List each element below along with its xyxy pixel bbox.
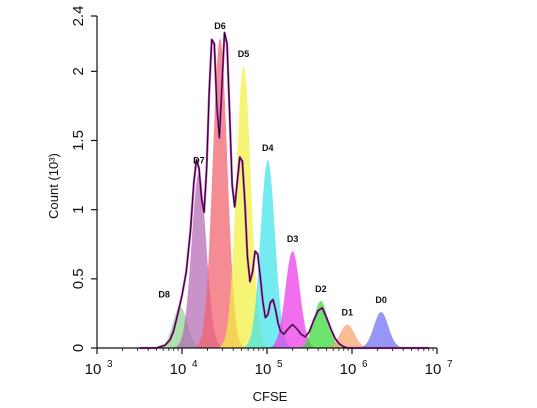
- x-tick-exponent: 5: [277, 359, 283, 370]
- peak-labels: D8 D7 D6 D5 D4 D3 D2 D1 D0: [158, 21, 387, 317]
- x-tick-exponent: 6: [362, 359, 368, 370]
- y-tick-label: 2.4: [70, 6, 87, 27]
- y-tick-label: 0.5: [70, 268, 87, 289]
- peak-label-d2: D2: [315, 284, 327, 294]
- y-tick-label: 0: [70, 344, 87, 352]
- x-tick-label: 10: [170, 361, 187, 378]
- peak-label-d1: D1: [342, 307, 354, 317]
- peak-label-d4: D4: [262, 143, 274, 153]
- peak-label-d6: D6: [214, 21, 226, 31]
- axes: 0 0.5 1 1.5 2 2.4 10 3 10 4 10 5 10 6 10 7: [70, 6, 453, 378]
- y-tick-label: 1: [70, 205, 87, 213]
- y-axis-title: Count (10³): [46, 153, 61, 219]
- x-tick-label: 10: [425, 361, 442, 378]
- peak-label-d7: D7: [193, 155, 205, 165]
- peak-d1: [318, 324, 377, 348]
- x-tick-exponent: 7: [447, 359, 453, 370]
- x-tick-label: 10: [340, 361, 357, 378]
- x-tick-label: 10: [85, 361, 102, 378]
- y-tick-label: 1.5: [70, 130, 87, 151]
- x-tick-label: 10: [255, 361, 272, 378]
- x-tick-exponent: 4: [192, 359, 198, 370]
- peak-d2: [291, 300, 350, 348]
- x-tick-exponent: 3: [107, 359, 113, 370]
- peak-label-d5: D5: [238, 49, 250, 59]
- peak-label-d3: D3: [287, 234, 299, 244]
- peak-label-d8: D8: [158, 290, 170, 300]
- peak-d0: [352, 312, 411, 348]
- peak-d7: [169, 172, 228, 348]
- peak-d5: [214, 65, 273, 348]
- x-axis-title: CFSE: [253, 389, 288, 404]
- peak-d3: [263, 251, 322, 348]
- peak-label-d0: D0: [375, 295, 387, 305]
- peak-d6: [191, 38, 249, 348]
- y-tick-label: 2: [70, 67, 87, 75]
- peak-d8: [151, 306, 210, 348]
- peak-d4: [238, 159, 297, 348]
